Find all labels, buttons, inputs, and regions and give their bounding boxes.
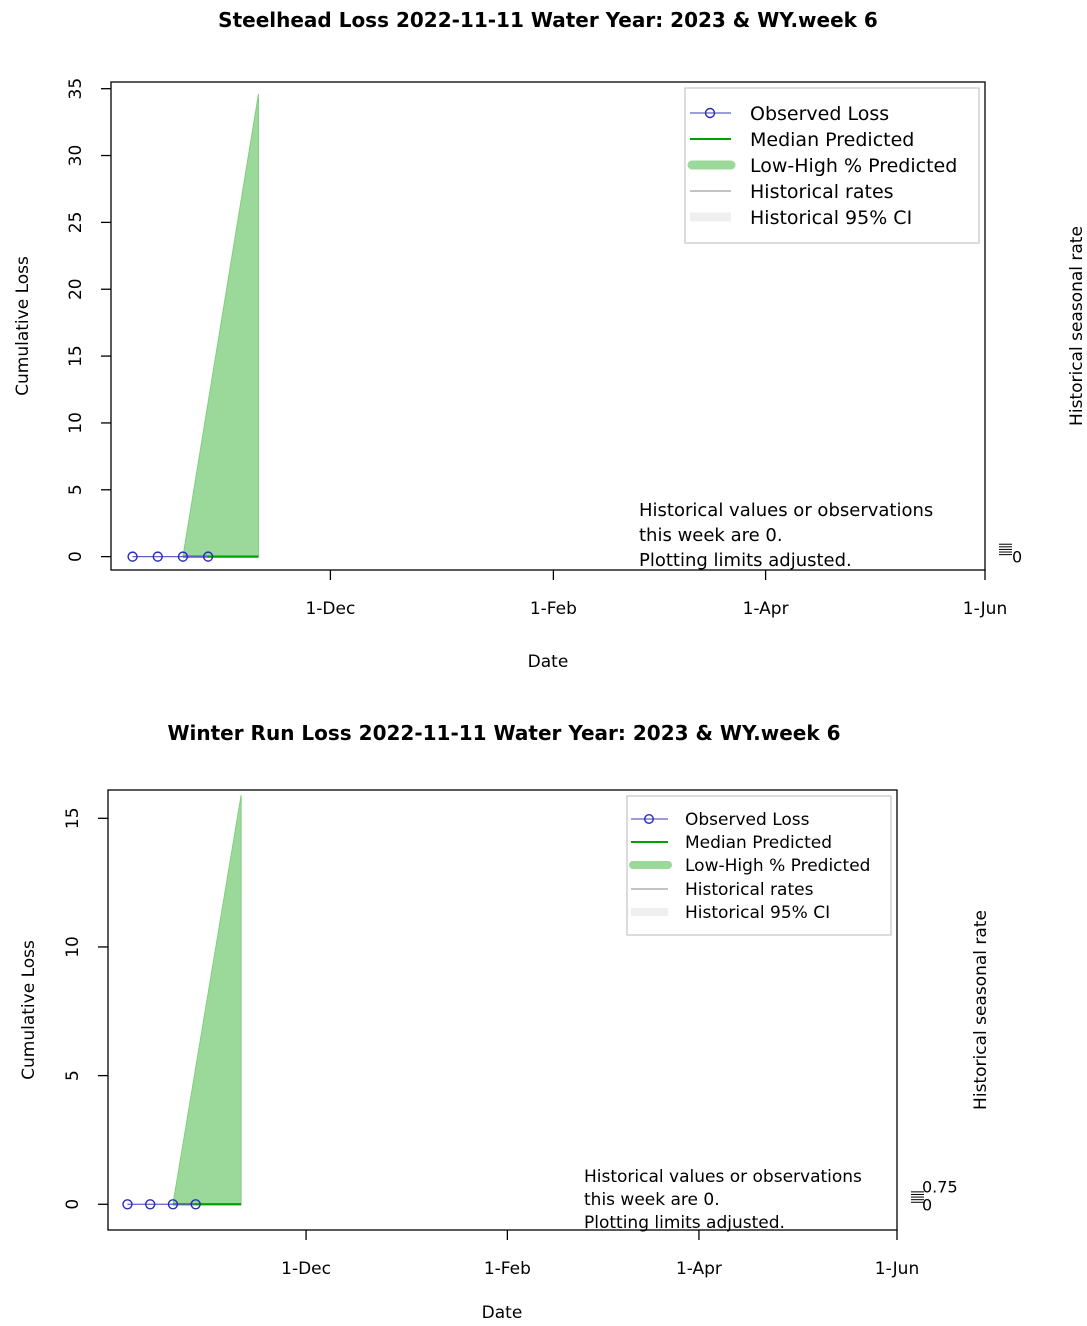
chart-title: Steelhead Loss 2022-11-11 Water Year: 20… bbox=[218, 8, 878, 32]
annotation-line: Historical values or observations bbox=[639, 500, 933, 521]
legend-label-historical-ci: Historical 95% CI bbox=[685, 903, 830, 923]
x-axis: 1-Dec 1-Feb 1-Apr 1-Jun bbox=[305, 570, 1007, 619]
right-axis: 0.750 bbox=[911, 1177, 958, 1214]
x-tick-label: 1-Dec bbox=[281, 1259, 331, 1279]
y-tick-label: 35 bbox=[66, 78, 86, 100]
y-axis: 0 5 10 15 20 25 30 35 bbox=[66, 78, 111, 562]
y-tick-label: 5 bbox=[63, 1070, 83, 1081]
winter-run-chart-panel: Winter Run Loss 2022-11-11 Water Year: 2… bbox=[19, 721, 991, 1323]
y-tick-label: 5 bbox=[66, 484, 86, 495]
y-tick-label: 10 bbox=[63, 936, 83, 958]
x-tick-label: 1-Jun bbox=[875, 1259, 919, 1279]
legend-label-observed: Observed Loss bbox=[685, 810, 810, 830]
x-tick-label: 1-Jun bbox=[963, 599, 1007, 619]
legend: Observed Loss Median Predicted Low-High … bbox=[627, 796, 891, 935]
legend-label-range: Low-High % Predicted bbox=[750, 155, 957, 177]
y-tick-label: 10 bbox=[66, 412, 86, 434]
annotation-line: this week are 0. bbox=[639, 525, 783, 546]
y-tick-label: 15 bbox=[63, 807, 83, 829]
y-axis-label: Cumulative Loss bbox=[19, 940, 39, 1080]
right-axis-label: Historical seasonal rate bbox=[971, 910, 991, 1110]
steelhead-chart-panel: Steelhead Loss 2022-11-11 Water Year: 20… bbox=[13, 8, 1087, 672]
x-tick-label: 1-Dec bbox=[305, 599, 355, 619]
y-tick-label: 20 bbox=[66, 278, 86, 300]
annotation-line: this week are 0. bbox=[584, 1190, 720, 1210]
y-tick-label: 25 bbox=[66, 212, 86, 234]
legend-label-historical-rates: Historical rates bbox=[750, 181, 894, 203]
right-axis-label: Historical seasonal rate bbox=[1067, 226, 1087, 426]
legend-label-median: Median Predicted bbox=[750, 129, 914, 151]
legend-label-range: Low-High % Predicted bbox=[685, 856, 870, 876]
x-axis: 1-Dec 1-Feb 1-Apr 1-Jun bbox=[281, 1230, 919, 1279]
legend-label-historical-ci: Historical 95% CI bbox=[750, 207, 912, 229]
legend-label-median: Median Predicted bbox=[685, 833, 832, 853]
right-axis-tick-label: 0.75 bbox=[922, 1177, 958, 1196]
right-axis-tick-label: 0 bbox=[1012, 548, 1022, 567]
x-tick-label: 1-Apr bbox=[676, 1259, 722, 1279]
x-tick-label: 1-Feb bbox=[530, 599, 577, 619]
legend-label-observed: Observed Loss bbox=[750, 103, 889, 125]
x-axis-label: Date bbox=[482, 1303, 523, 1323]
y-axis: 0 5 10 15 bbox=[63, 807, 108, 1209]
right-axis-tick-label: 0 bbox=[922, 1195, 932, 1214]
legend: Observed Loss Median Predicted Low-High … bbox=[685, 88, 979, 243]
annotation-line: Historical values or observations bbox=[584, 1167, 862, 1187]
annotation-line: Plotting limits adjusted. bbox=[584, 1213, 785, 1233]
y-tick-label: 0 bbox=[66, 551, 86, 562]
x-tick-label: 1-Apr bbox=[743, 599, 789, 619]
x-axis-label: Date bbox=[528, 652, 569, 672]
x-tick-label: 1-Feb bbox=[484, 1259, 531, 1279]
y-tick-label: 0 bbox=[63, 1199, 83, 1210]
right-axis: 0 bbox=[999, 544, 1022, 566]
y-axis-label: Cumulative Loss bbox=[13, 256, 33, 396]
y-tick-label: 30 bbox=[66, 145, 86, 167]
chart-title: Winter Run Loss 2022-11-11 Water Year: 2… bbox=[167, 721, 840, 745]
annotation-line: Plotting limits adjusted. bbox=[639, 550, 852, 571]
y-tick-label: 15 bbox=[66, 345, 86, 367]
legend-label-historical-rates: Historical rates bbox=[685, 880, 814, 900]
